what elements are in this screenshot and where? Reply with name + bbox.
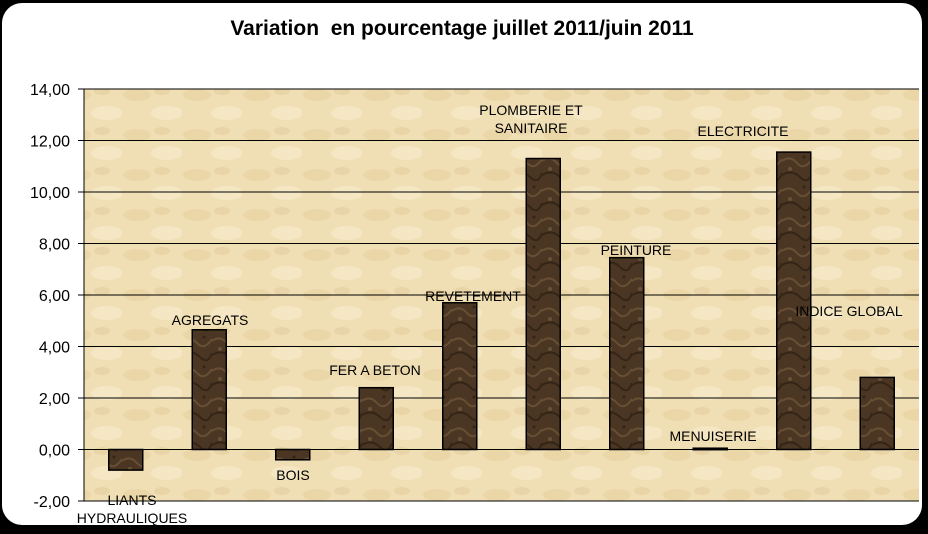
category-label: MENUISERIE: [669, 428, 756, 444]
category-label: LIANTS HYDRAULIQUES: [77, 492, 187, 525]
category-label: PLOMBERIE ET SANITAIRE: [479, 102, 583, 136]
category-label: FER A BETON: [329, 362, 421, 378]
category-label: AGREGATS: [172, 312, 249, 328]
y-tick-label: 8,00: [39, 237, 70, 254]
y-tick-label: 4,00: [39, 340, 70, 357]
bar: [108, 448, 144, 471]
bar: [191, 329, 227, 451]
y-tick-label: 0,00: [39, 443, 70, 460]
y-tick-label: 6,00: [39, 288, 70, 305]
bar: [692, 447, 728, 451]
bar: [609, 256, 645, 451]
y-tick-label: -2,00: [34, 494, 71, 511]
category-label: ELECTRICITE: [697, 123, 788, 139]
y-tick-label: 14,00: [30, 82, 70, 99]
category-label: REVETEMENT: [425, 288, 521, 304]
y-tick-label: 10,00: [30, 185, 70, 202]
bar: [358, 386, 394, 451]
y-tick-label: 2,00: [39, 391, 70, 408]
bar: [776, 151, 812, 451]
bar: [275, 448, 311, 461]
bar-chart: -2,00 0,00 2,00 4,00 6,00 8,00 10,00 12,00 14,00…: [30, 82, 919, 525]
category-label: BOIS: [276, 467, 309, 483]
bar: [442, 301, 478, 451]
chart-frame: Variation en pourcentage juillet 2011/ju…: [2, 3, 922, 525]
y-tick-label: 12,00: [30, 134, 70, 151]
category-label: INDICE GLOBAL: [795, 303, 903, 319]
chart-title: Variation en pourcentage juillet 2011/ju…: [230, 17, 694, 40]
category-label: PEINTURE: [601, 242, 672, 258]
bar: [525, 157, 561, 451]
bar: [859, 376, 895, 451]
